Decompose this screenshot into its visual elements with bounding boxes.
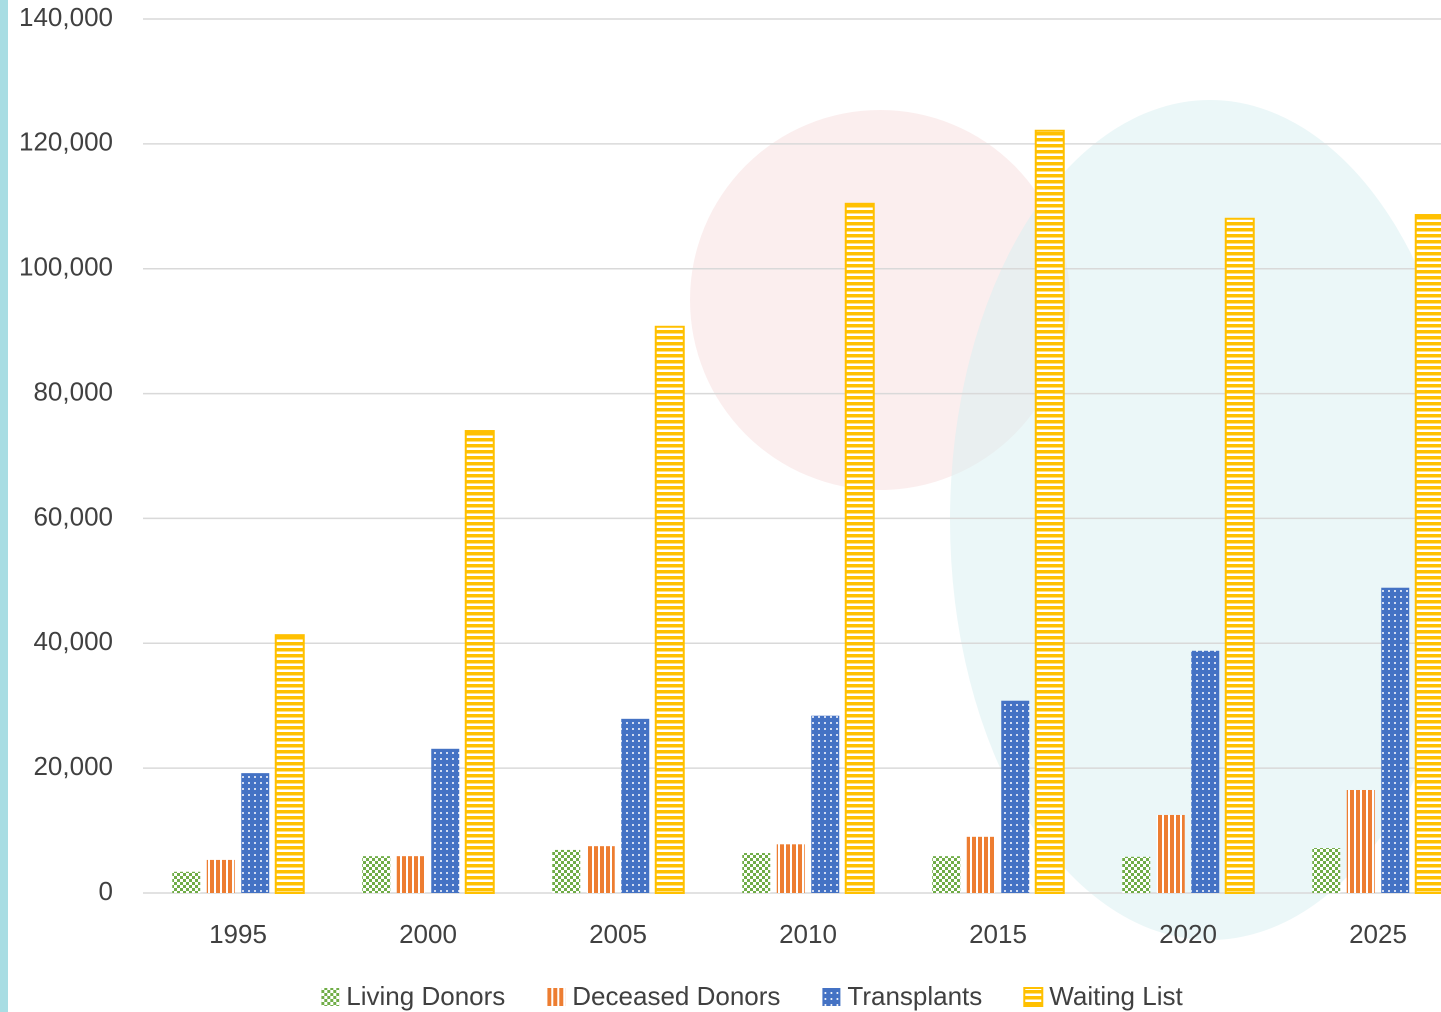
bar [846, 204, 874, 893]
bar [207, 860, 235, 893]
bar [1001, 701, 1029, 893]
bar [1036, 131, 1064, 893]
x-tick-label: 2015 [969, 919, 1027, 949]
legend-swatch [822, 988, 840, 1006]
x-tick-label: 1995 [209, 919, 267, 949]
bar [621, 719, 649, 893]
bar [466, 431, 494, 893]
y-tick-label: 0 [99, 876, 113, 906]
bar [1226, 219, 1254, 893]
y-tick-label: 60,000 [33, 501, 113, 531]
legend-swatch [321, 988, 339, 1006]
bar [967, 837, 995, 893]
bar [656, 327, 684, 893]
bar [811, 716, 839, 893]
left-border [0, 0, 8, 1012]
y-tick-label: 120,000 [19, 127, 113, 157]
y-tick-label: 80,000 [33, 376, 113, 406]
bar [172, 872, 200, 893]
bar [276, 635, 304, 893]
bar [431, 749, 459, 893]
bar [1416, 215, 1441, 893]
bar [1381, 588, 1409, 893]
y-tick-label: 20,000 [33, 751, 113, 781]
legend-label: Transplants [847, 981, 982, 1011]
bar [397, 856, 425, 893]
bar [1122, 857, 1150, 893]
y-tick-label: 100,000 [19, 252, 113, 282]
bar [552, 850, 580, 893]
bar [1157, 815, 1185, 893]
bar [777, 844, 805, 893]
bar [742, 853, 770, 893]
y-tick-label: 40,000 [33, 626, 113, 656]
x-tick-label: 2000 [399, 919, 457, 949]
x-tick-label: 2005 [589, 919, 647, 949]
bar [241, 773, 269, 893]
legend-label: Waiting List [1049, 981, 1183, 1011]
legend-label: Deceased Donors [572, 981, 780, 1011]
chart: 0 20,000 40,000 60,000 80,000 100,000 120,000 1… [0, 0, 1441, 1012]
legend-swatch [547, 988, 565, 1006]
x-tick-label: 2020 [1159, 919, 1217, 949]
y-tick-label: 140,000 [19, 2, 113, 32]
x-tick-label: 2010 [779, 919, 837, 949]
bar [932, 856, 960, 893]
legend-swatch [1024, 988, 1042, 1006]
legend-label: Living Donors [346, 981, 505, 1011]
bar [1312, 848, 1340, 893]
bar [587, 846, 615, 893]
legend-item: Deceased Donors [547, 981, 780, 1011]
bar [1191, 651, 1219, 893]
legend-item: Living Donors [321, 981, 505, 1011]
bar [1347, 790, 1375, 893]
bar [362, 856, 390, 893]
x-tick-label: 2025 [1349, 919, 1407, 949]
